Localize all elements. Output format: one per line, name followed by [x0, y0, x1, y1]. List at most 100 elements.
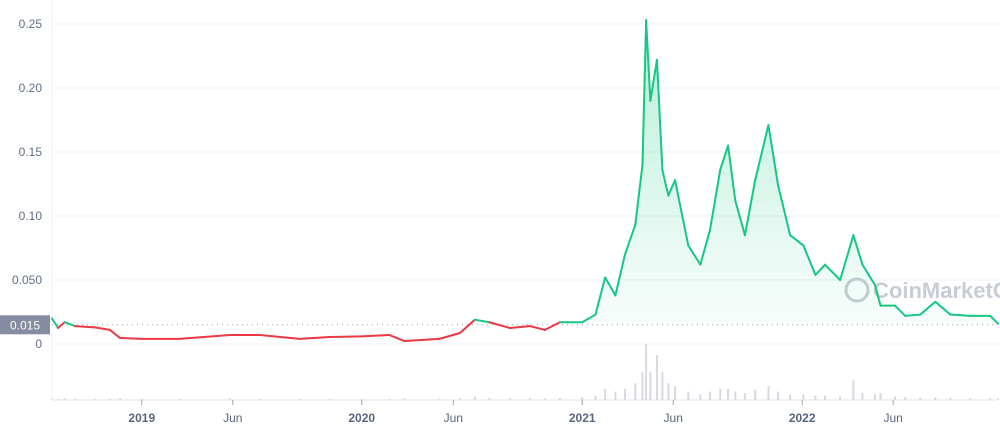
volume-bar [743, 393, 746, 400]
volume-bar [634, 383, 637, 400]
volume-bar [51, 398, 53, 400]
price-area-fill [52, 20, 998, 325]
volume-bar [108, 398, 111, 400]
x-tick-label: Jun [664, 411, 683, 425]
volume-bar [93, 398, 96, 400]
x-tick-label: 2021 [569, 411, 596, 425]
price-line-segment [719, 144, 730, 171]
price-line-segment [661, 168, 670, 197]
price-line-segment [767, 124, 780, 187]
volume-bar [824, 395, 827, 400]
volume-bar [73, 398, 76, 400]
volume-bar [403, 398, 406, 400]
volume-bar [949, 397, 952, 400]
volume-bar [57, 398, 60, 400]
price-line-segment [438, 331, 461, 340]
volume-bar [934, 397, 937, 400]
y-axis: 0.25 0.20 0.15 0.10 0.050 0 [12, 17, 42, 351]
volume-bar [919, 397, 922, 400]
y-tick-label: 0.10 [19, 209, 43, 223]
current-price-label-bg [0, 315, 50, 335]
volume-bar [997, 398, 999, 400]
current-price-label: 0.015 [0, 315, 50, 335]
price-line-segment [508, 325, 531, 329]
volume-bar [63, 398, 66, 400]
volume-bar [543, 398, 546, 400]
price-area [52, 20, 998, 325]
price-line-segment [604, 276, 617, 297]
price-line-segment [93, 326, 111, 331]
volume-bar [438, 398, 441, 400]
volume-bar [258, 398, 261, 400]
price-line-segment [824, 263, 842, 281]
volume-bar [879, 393, 882, 400]
volume-bar [969, 398, 972, 400]
y-tick-label: 0.15 [19, 145, 43, 159]
volume-bar [624, 388, 627, 400]
volume-bar [708, 391, 711, 400]
volume-bar [814, 395, 817, 400]
volume-bar [298, 398, 301, 400]
price-line [51, 19, 999, 343]
volume-bar [893, 396, 896, 400]
price-line-segment [458, 318, 476, 334]
price-line-segment [743, 179, 757, 237]
price-line-segment [674, 179, 690, 247]
current-price-label-text: 0.015 [10, 318, 40, 332]
price-line-segment [802, 244, 817, 276]
price-line-segment [360, 334, 391, 338]
price-line-segment [687, 244, 702, 266]
price-line-segment [528, 325, 546, 331]
volume-bar [641, 372, 644, 400]
volume-bar [874, 394, 877, 400]
volume-bar [388, 398, 391, 400]
price-line-segment [108, 328, 122, 339]
price-line-segment [543, 321, 561, 331]
volume-bar [789, 394, 792, 400]
volume-bar [360, 398, 363, 400]
price-line-segment [624, 223, 637, 256]
price-line-segment [641, 19, 648, 166]
volume-bar [473, 396, 476, 400]
price-line-segment [852, 234, 864, 266]
y-tick-label: 0.25 [19, 17, 43, 31]
y-tick-label: 0.20 [19, 81, 43, 95]
price-line-segment [57, 321, 66, 329]
price-line-segment [754, 124, 770, 182]
price-line-segment [488, 321, 511, 329]
volume-bar [727, 388, 730, 400]
volume-bar [604, 388, 607, 400]
volume-bar [852, 380, 855, 400]
grid-lines [51, 0, 998, 401]
price-line-segment [581, 313, 597, 324]
x-tick-label: Jun [883, 411, 902, 425]
x-tick-label: 2019 [128, 411, 155, 425]
price-line-segment [893, 304, 907, 317]
volume-bar [839, 396, 842, 400]
price-line-segment [861, 263, 877, 287]
price-line-segment [934, 300, 952, 316]
volume-bar [699, 394, 702, 400]
price-line-segment [298, 335, 331, 340]
volume-bars [51, 344, 999, 400]
x-axis: 2019 Jun 2020 Jun 2021 Jun 2022 Jun [128, 400, 903, 425]
volume-bar [904, 397, 907, 400]
price-line-segment [789, 234, 805, 247]
price-line-segment [708, 168, 722, 232]
price-line-segment [594, 276, 607, 316]
volume-bar [767, 386, 770, 400]
volume-bar [645, 344, 648, 400]
price-line-segment [63, 321, 76, 328]
watermark-text: CoinMarketCap [873, 278, 1000, 303]
price-line-segment [73, 325, 96, 329]
price-line-segment [403, 337, 441, 343]
price-line-segment [328, 335, 363, 338]
volume-bar [777, 391, 780, 400]
price-line-segment [258, 334, 301, 340]
volume-bar [734, 391, 737, 400]
y-tick-label: 0 [35, 337, 42, 351]
price-line-segment [655, 58, 664, 171]
price-line-segment [699, 229, 711, 266]
volume-bar [614, 391, 617, 400]
